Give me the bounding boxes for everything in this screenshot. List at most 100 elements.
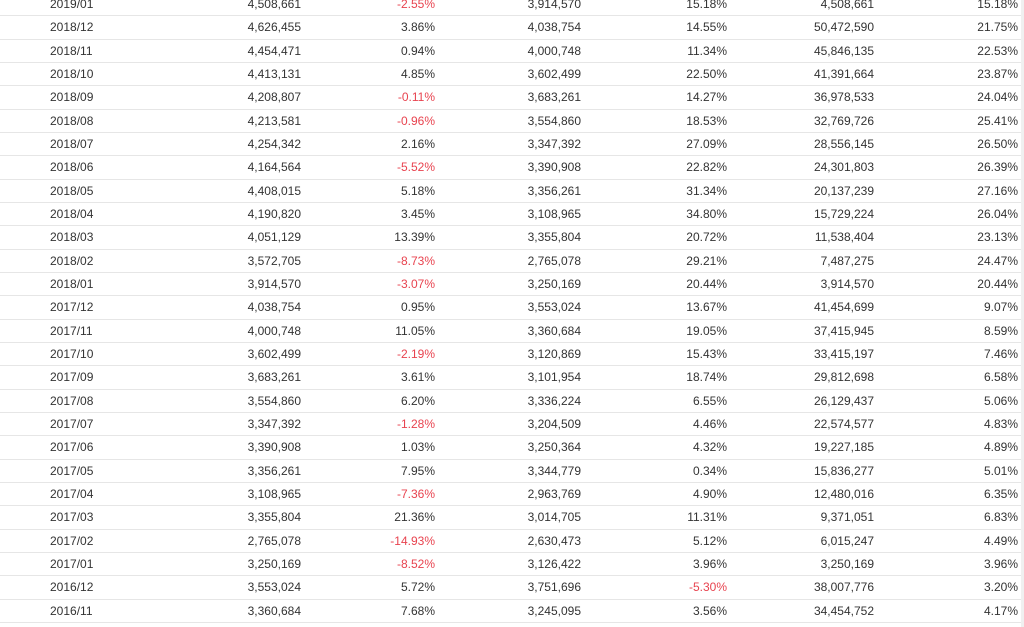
mom-change-cell: 0.94% [400,43,435,58]
cumulative-value-cell: 11,538,404 [814,230,874,245]
cumulative-value-cell: 32,769,726 [813,113,874,128]
yoy-change-cell: 27.09% [686,136,727,151]
prev-year-value-cell: 4,000,748 [527,43,581,58]
yoy-change-cell: 20.44% [686,276,727,291]
value-cell: 3,553,024 [247,580,301,595]
table-row: 2018/05 4,408,015 5.18% 3,356,261 31.34% 20,1… [0,180,1024,203]
prev-year-value-cell: 3,356,261 [527,183,581,198]
month-cell: 2018/05 [50,183,94,198]
cumulative-yoy-cell: 22.53% [977,43,1018,58]
cumulative-value-cell: 12,480,016 [813,486,874,501]
prev-year-value-cell: 3,245,095 [527,603,581,618]
mom-change-cell: 3.45% [400,206,435,221]
cumulative-yoy-cell: 23.13% [977,230,1018,245]
month-cell: 2017/02 [50,533,94,548]
value-cell: 4,454,471 [247,43,301,58]
mom-change-cell: -0.96% [396,113,435,128]
cumulative-value-cell: 20,137,239 [813,183,874,198]
cumulative-yoy-cell: 3.20% [983,580,1018,595]
yoy-change-cell: 3.96% [692,556,727,571]
yoy-change-cell: 22.50% [686,66,727,81]
mom-change-cell: -3.07% [396,276,435,291]
yoy-change-cell: 6.55% [692,393,727,408]
value-cell: 3,250,169 [247,556,301,571]
month-cell: 2017/06 [50,440,94,455]
cumulative-yoy-cell: 6.83% [983,510,1018,525]
month-cell: 2018/07 [50,136,94,151]
table-row: 2017/08 3,554,860 6.20% 3,336,224 6.55% 26,12… [0,390,1024,413]
prev-year-value-cell: 2,765,078 [527,253,581,268]
cumulative-yoy-cell: 21.75% [977,20,1018,35]
yoy-change-cell: 20.72% [686,230,727,245]
mom-change-cell: 13.39% [394,230,435,245]
cumulative-yoy-cell: 4.83% [983,416,1018,431]
prev-year-value-cell: 3,108,965 [527,206,581,221]
value-cell: 3,360,684 [247,603,301,618]
cumulative-value-cell: 7,487,275 [820,253,874,268]
month-cell: 2017/09 [50,370,94,385]
table-row: 2017/10 3,602,499 -2.19% 3,120,869 15.43% 33,… [0,343,1024,367]
month-cell: 2016/12 [50,580,94,595]
prev-year-value-cell: 3,344,779 [527,463,581,478]
cumulative-value-cell: 28,556,145 [813,136,874,151]
prev-year-value-cell: 2,963,769 [527,486,581,501]
month-cell: 2018/09 [50,90,94,105]
prev-year-value-cell: 3,250,364 [527,440,581,455]
cumulative-yoy-cell: 3.96% [983,556,1018,571]
mom-change-cell: 4.85% [400,66,435,81]
table-row: 2017/06 3,390,908 1.03% 3,250,364 4.32% 19,22… [0,436,1024,460]
cumulative-value-cell: 33,415,197 [813,346,874,361]
table-row: 2018/07 4,254,342 2.16% 3,347,392 27.09% 28,5… [0,133,1024,157]
mom-change-cell: 7.68% [400,603,435,618]
prev-year-value-cell: 4,038,754 [527,20,581,35]
prev-year-value-cell: 3,347,392 [527,136,581,151]
month-cell: 2018/10 [50,66,94,81]
value-cell: 4,254,342 [247,136,301,151]
cumulative-value-cell: 4,508,661 [820,0,874,11]
cumulative-value-cell: 22,574,577 [813,416,874,431]
yoy-change-cell: 15.18% [686,0,727,11]
prev-year-value-cell: 3,914,570 [527,0,581,11]
cumulative-value-cell: 41,391,664 [813,66,874,81]
scrollbar-track[interactable] [1021,0,1024,627]
cumulative-yoy-cell: 6.35% [983,486,1018,501]
cumulative-yoy-cell: 26.39% [977,160,1018,175]
mom-change-cell: 21.36% [394,510,435,525]
cumulative-yoy-cell: 20.44% [977,276,1018,291]
cumulative-value-cell: 37,415,945 [813,323,874,338]
yoy-change-cell: 4.32% [692,440,727,455]
month-cell: 2017/04 [50,486,94,501]
mom-change-cell: -8.73% [396,253,435,268]
table-row: 2016/12 3,553,024 5.72% 3,751,696 -5.30% 38,0… [0,576,1024,600]
table-row: 2018/04 4,190,820 3.45% 3,108,965 34.80% 15,7… [0,203,1024,227]
cumulative-value-cell: 50,472,590 [813,20,874,35]
prev-year-value-cell: 3,126,422 [527,556,581,571]
table-row: 2018/06 4,164,564 -5.52% 3,390,908 22.82% 24,… [0,156,1024,180]
mom-change-cell: 5.18% [400,183,435,198]
value-cell: 3,683,261 [247,370,301,385]
mom-change-cell: 5.72% [400,580,435,595]
cumulative-yoy-cell: 26.04% [977,206,1018,221]
value-cell: 3,572,705 [247,253,301,268]
prev-year-value-cell: 3,554,860 [527,113,581,128]
cumulative-yoy-cell: 4.17% [983,603,1018,618]
month-cell: 2016/11 [50,603,93,618]
value-cell: 3,390,908 [247,440,301,455]
mom-change-cell: -2.55% [396,0,435,11]
prev-year-value-cell: 2,630,473 [527,533,581,548]
table-row: 2018/02 3,572,705 -8.73% 2,765,078 29.21% 7,4… [0,250,1024,273]
yoy-change-cell: 22.82% [686,160,727,175]
cumulative-value-cell: 3,250,169 [820,556,874,571]
table-row: 2018/08 4,213,581 -0.96% 3,554,860 18.53% 32,… [0,110,1024,133]
cumulative-yoy-cell: 26.50% [977,136,1018,151]
value-cell: 4,413,131 [247,66,301,81]
value-cell: 3,108,965 [247,486,301,501]
cumulative-value-cell: 3,914,570 [820,276,874,291]
prev-year-value-cell: 3,751,696 [527,580,581,595]
month-cell: 2018/03 [50,230,94,245]
yoy-change-cell: 18.53% [686,113,727,128]
cumulative-yoy-cell: 4.49% [983,533,1018,548]
month-cell: 2018/01 [50,276,94,291]
cumulative-value-cell: 45,846,135 [813,43,874,58]
mom-change-cell: 0.95% [400,300,435,315]
